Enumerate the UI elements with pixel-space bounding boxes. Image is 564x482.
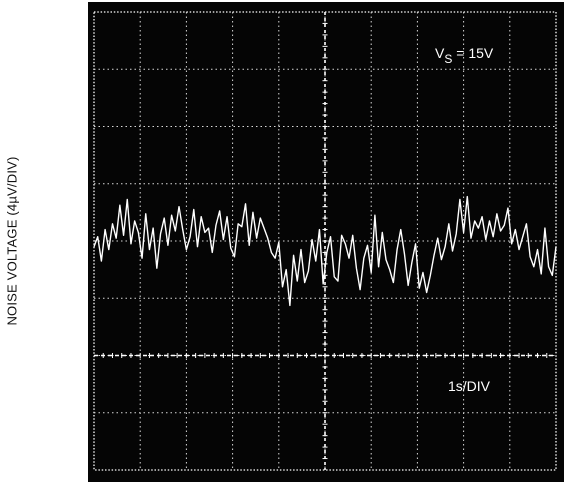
noise-chart: VS = 15V 1s/DIV (88, 2, 564, 482)
supply-voltage-value: = 15V (452, 45, 494, 61)
supply-voltage-main: V (435, 45, 445, 61)
supply-voltage-subscript: S (444, 52, 452, 66)
noise-trace (93, 195, 557, 307)
y-axis-label: NOISE VOLTAGE (4µV/DIV) (4, 156, 20, 326)
timebase-annotation: 1s/DIV (448, 378, 491, 394)
y-axis-label-area: NOISE VOLTAGE (4µV/DIV) (0, 0, 30, 482)
supply-voltage-annotation: VS = 15V (435, 45, 494, 66)
oscilloscope-screen: VS = 15V 1s/DIV (88, 2, 564, 482)
